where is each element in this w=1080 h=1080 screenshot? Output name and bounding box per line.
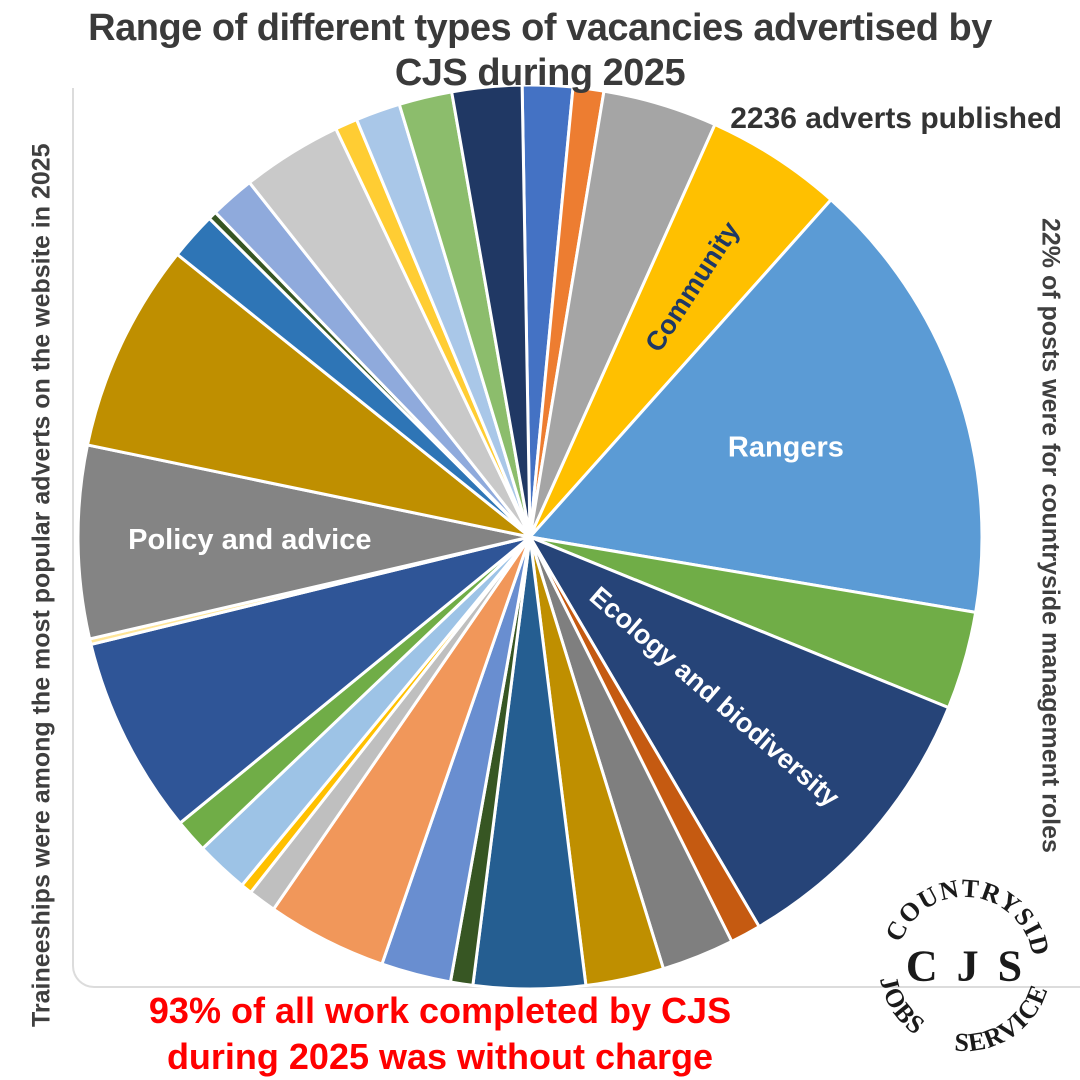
slice-label-rangers: Rangers — [728, 431, 844, 463]
chart-title-line1: Range of different types of vacancies ad… — [88, 7, 992, 49]
slice-label-policy-and-advice: Policy and advice — [128, 524, 371, 556]
chart-title-line2: CJS during 2025 — [394, 51, 686, 94]
pie-slice-22[interactable] — [85, 252, 532, 539]
pie-slice-19[interactable] — [89, 535, 532, 825]
logo-arc-service: SERVICE — [954, 980, 1053, 1057]
countryside-management-annotation: 22% of posts were for countryside manage… — [1036, 217, 1065, 853]
pie-slice-rangers[interactable] — [528, 198, 984, 614]
chart-title: Range of different types of vacancies ad… — [0, 6, 1080, 96]
svg-text:SERVICE: SERVICE — [954, 980, 1054, 1057]
free-work-line2: during 2025 was without charge — [166, 1035, 714, 1077]
free-work-annotation: 93% of all work completed by CJS during … — [90, 988, 790, 1079]
traineeships-annotation: Traineeships were among the most popular… — [27, 143, 56, 1027]
pie-slice-30[interactable] — [450, 83, 532, 539]
pie-slice-ecology-and-biodiversity[interactable] — [528, 535, 951, 929]
pie-slice-policy-and-advice[interactable] — [76, 443, 532, 641]
adverts-count-annotation: 2236 adverts published — [730, 102, 1062, 135]
cjs-logo: COUNTRYSIDE JOBS SERVICE C J S — [858, 858, 1055, 1057]
free-work-line1: 93% of all work completed by CJS — [148, 990, 732, 1031]
logo-cjs-monogram: C J S — [906, 942, 1026, 991]
